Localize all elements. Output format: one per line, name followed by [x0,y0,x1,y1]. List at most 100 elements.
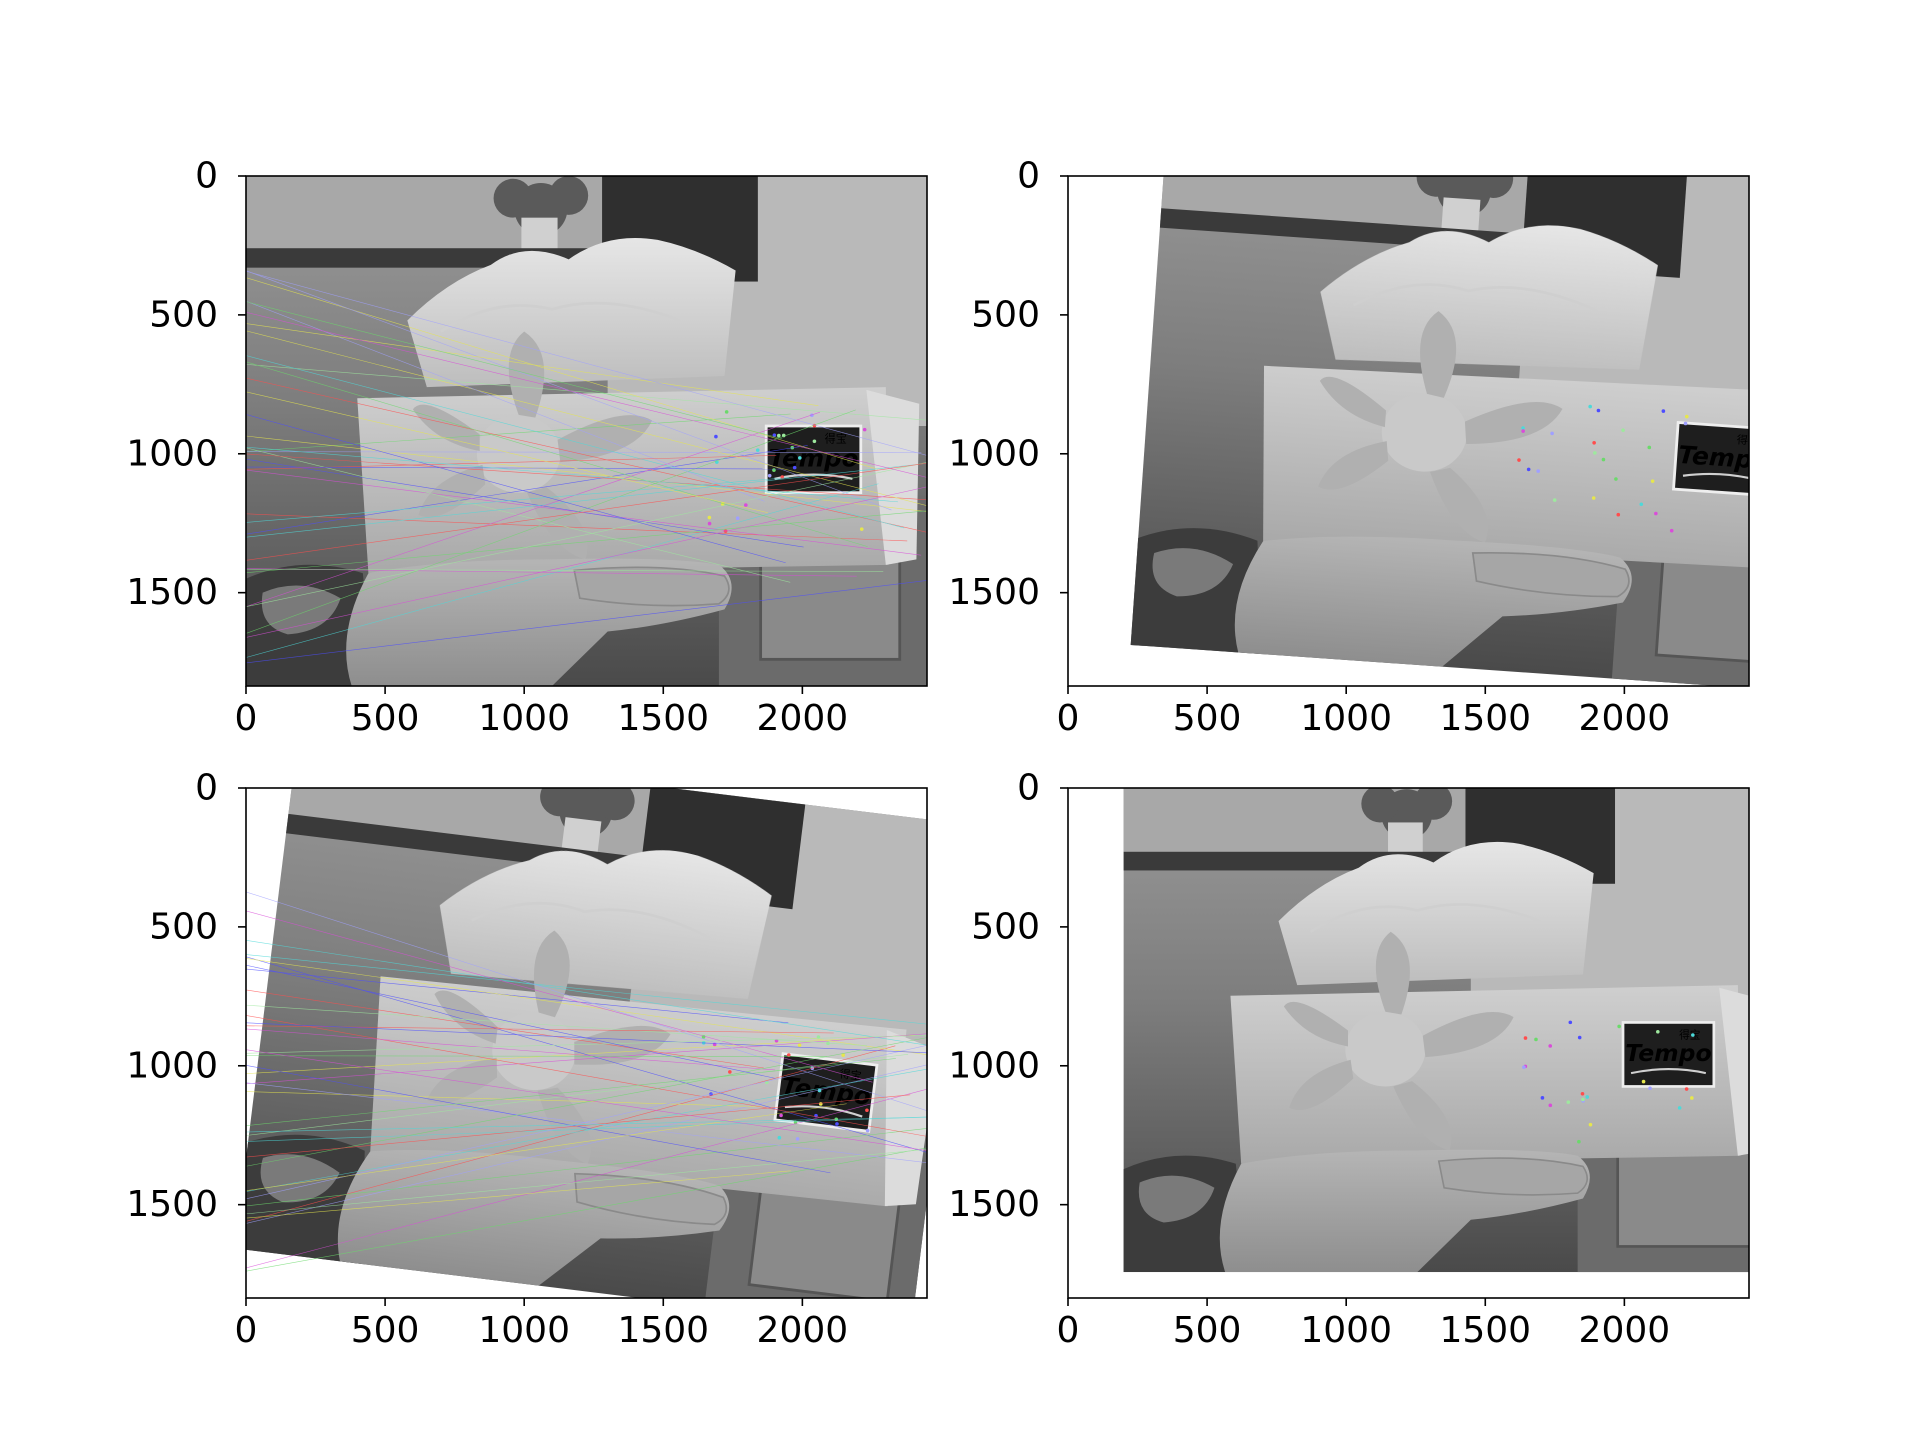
match-line [246,1170,791,1219]
y-tick-label: 1000 [948,433,1040,474]
keypoint [1536,469,1540,473]
subplot-grid: 0 500 1000 1500 2000 0 500 1000 1500 0 500 1000 1500… [126,156,1778,1351]
axes-frame [245,787,928,1299]
match-line [246,466,781,470]
x-tick-label: 0 [235,698,258,739]
keypoint [755,448,760,452]
keypoint [772,433,777,437]
x-tick-label: 2000 [757,698,849,739]
match-line [246,1044,927,1200]
match-line [246,1015,927,1137]
keypoint [1521,429,1525,433]
keypoint [835,1122,839,1126]
keypoint [1548,1044,1553,1048]
match-lines [246,270,927,664]
keypoint [841,1053,845,1057]
keypoint [1691,1033,1695,1037]
keypoint [1585,1095,1590,1099]
keypoint [1534,1037,1538,1042]
keypoint [1690,1096,1694,1100]
keypoint [1517,458,1521,462]
match-line [246,462,927,561]
y-tick-label: 1000 [126,433,218,474]
match-line [246,1037,927,1167]
keypoint [714,434,718,439]
subplot-bottom-left: 0 500 1000 1500 2000 0 500 1000 1500 [126,742,928,1351]
match-line [246,510,927,574]
keypoint [1601,457,1606,462]
keypoint-markers [1522,1020,1695,1144]
keypoint [859,527,864,531]
x-tick-label: 1000 [1300,698,1392,739]
keypoint [812,439,817,444]
keypoint [1683,421,1688,426]
match-line [246,270,927,456]
x-tick-label: 1000 [478,1310,570,1351]
match-line [246,446,899,503]
y-tick-label: 500 [971,906,1040,947]
match-line [246,1049,927,1151]
keypoint [779,1113,783,1118]
keypoint [1656,1029,1660,1034]
match-line [246,940,927,1046]
match-line [246,1035,927,1054]
match-line [246,568,884,572]
x-tick-label: 1000 [1300,1310,1392,1351]
keypoint [1550,431,1554,436]
match-line [246,1053,909,1136]
x-tick-label: 0 [1057,698,1080,739]
y-tick-label: 1000 [948,1045,1040,1086]
match-line [246,956,927,1153]
x-tick-label: 2000 [757,1310,849,1351]
keypoint [1593,451,1597,455]
keypoint [1591,496,1596,500]
match-line [246,463,927,538]
subplot-bottom-right: 0 500 1000 1500 2000 0 500 1000 1500 [948,768,1778,1351]
keypoint [1684,1087,1689,1091]
match-line [246,458,804,548]
match-line [246,1082,927,1163]
match-line [246,312,927,478]
match-line [246,1094,911,1158]
match-line [246,1116,927,1142]
keypoint [1647,445,1652,450]
keypoint [735,516,740,521]
keypoint [1568,1020,1573,1025]
match-line [246,891,927,1112]
axes-frame [245,175,928,687]
match-line [246,409,856,634]
keypoint [1650,479,1655,483]
photo-image [246,176,927,686]
keypoint [1577,1035,1582,1040]
photo-image [246,742,927,1331]
keypoint [777,1135,782,1140]
keypoint [724,410,729,414]
keypoint [786,1053,791,1057]
x-tick-label: 500 [1173,1310,1242,1351]
keypoint [1526,467,1531,472]
match-line [246,486,927,638]
keypoint [865,1108,869,1113]
match-line [246,1148,927,1215]
keypoint [707,515,712,520]
keypoint [1669,528,1674,533]
keypoint [798,456,802,460]
keypoint [1580,1092,1585,1096]
match-line [246,910,873,1083]
match-line [246,1058,896,1126]
photo-image [1124,782,1778,1272]
match-line [246,330,927,507]
y-tick-label: 500 [149,906,218,947]
subplot-top-left: 0 500 1000 1500 2000 0 500 1000 1500 [126,156,928,739]
match-line [246,1028,776,1071]
match-line [246,391,768,513]
x-tick-label: 1000 [478,698,570,739]
keypoint [797,1043,802,1047]
match-line [246,447,791,583]
match-line [246,1088,927,1269]
match-line [246,1033,927,1085]
y-tick-label: 1000 [126,1045,218,1086]
match-line [246,513,908,542]
x-tick-label: 2000 [1579,698,1671,739]
